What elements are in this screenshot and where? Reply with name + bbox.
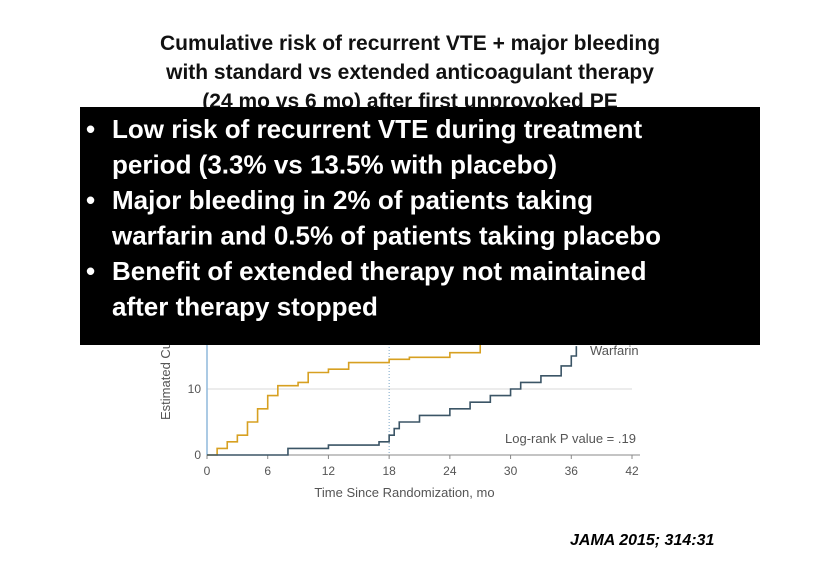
x-tick-label: 12 [322,464,336,478]
series-line [207,346,578,456]
bullet-text: period (3.3% vs 13.5% with placebo) [112,150,557,180]
bullet-text: after therapy stopped [112,292,378,322]
y-tick-label: 10 [188,382,202,396]
x-tick-label: 24 [443,464,457,478]
bullet-text: Benefit of extended therapy not maintain… [112,256,647,286]
bullet-list: • Low risk of recurrent VTE during treatm… [86,114,661,322]
x-tick-label: 18 [382,464,396,478]
y-tick-label: 0 [194,448,201,462]
title-line: Cumulative risk of recurrent VTE + major… [160,32,660,55]
x-tick-label: 36 [565,464,579,478]
citation: JAMA 2015; 314:31 [570,532,714,549]
title-line: with standard vs extended anticoagulant … [165,61,654,84]
bullet-text: Low risk of recurrent VTE during treatme… [112,114,643,144]
annotation: Log-rank P value = .19 [505,431,636,446]
x-tick-label: 0 [204,464,211,478]
bullet-marker: • [86,256,95,286]
series-line [207,342,482,456]
x-axis-label: Time Since Randomization, mo [314,485,494,500]
x-tick-label: 6 [264,464,271,478]
x-tick-label: 30 [504,464,518,478]
bullet-text: Major bleeding in 2% of patients taking [112,185,593,215]
x-tick-label: 42 [625,464,639,478]
bullet-marker: • [86,114,95,144]
bullet-text: warfarin and 0.5% of patients taking pla… [111,221,661,251]
annotation: Warfarin [590,343,639,358]
bullet-marker: • [86,185,95,215]
text-box [80,107,760,345]
